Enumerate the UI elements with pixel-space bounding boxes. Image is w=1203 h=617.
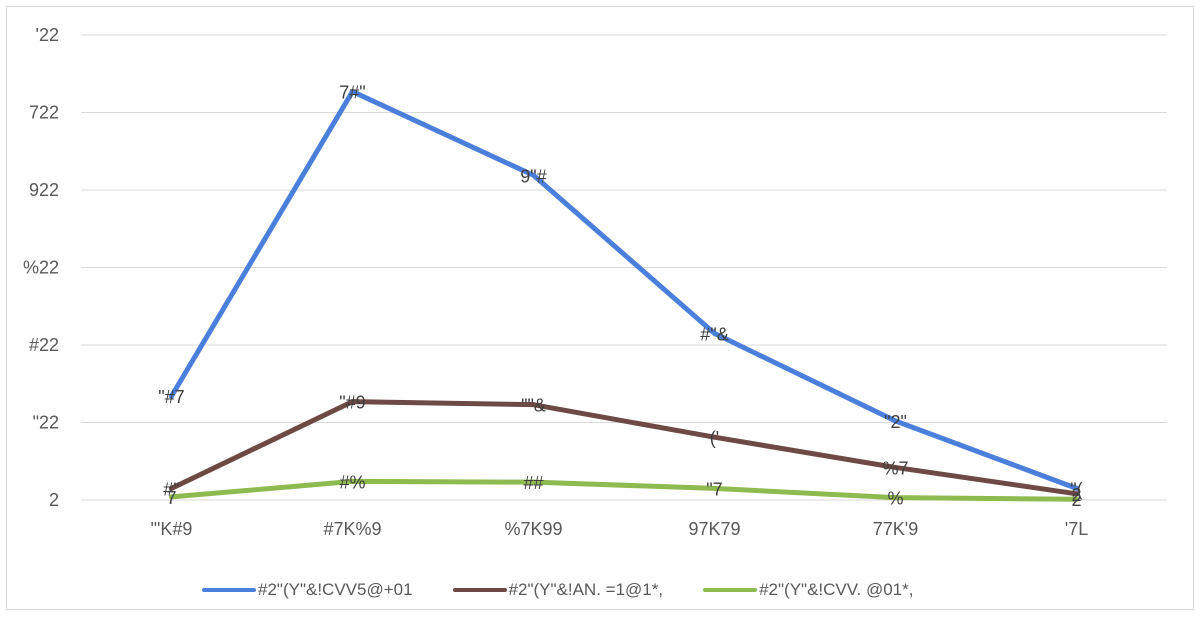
series-lines: [169, 89, 1079, 502]
data-label: 7: [166, 488, 176, 508]
y-tick-label: 722: [29, 103, 59, 123]
data-label: %7: [882, 458, 908, 478]
series-line-1: [169, 89, 1079, 491]
chart-frame: 2 "22 #22 %22 922 722'22 "'K#9 #7K%9 %7K99 97K79…: [6, 6, 1194, 610]
data-label: 9"#: [520, 166, 546, 186]
legend-label: #2"(Y"&!AN. =1@1*,: [508, 580, 664, 599]
x-tick-label: %7K99: [504, 519, 562, 539]
x-tick-label: "'K#9: [151, 519, 193, 539]
y-tick-label: "22: [33, 413, 59, 433]
y-tick-label: #22: [29, 335, 59, 355]
gridlines: [81, 34, 1167, 501]
legend-swatch: [452, 588, 507, 592]
x-axis-ticks: "'K#9 #7K%9 %7K99 97K79 77K'9 '7L: [151, 519, 1089, 539]
x-tick-label: 77K'9: [873, 519, 918, 539]
data-label: #%: [339, 472, 365, 492]
data-label: 2: [1071, 490, 1081, 510]
data-point: [893, 418, 898, 424]
data-label: "2": [884, 412, 907, 432]
data-label: %: [887, 489, 903, 509]
y-tick-label: 2: [49, 490, 59, 510]
legend-label: #2"(Y"&!CVV. @01*,: [759, 580, 914, 599]
data-point: [169, 393, 174, 399]
x-tick-label: 97K79: [688, 519, 740, 539]
data-label: ""&: [521, 396, 546, 416]
data-point: [1074, 491, 1079, 497]
data-point: [350, 478, 355, 484]
data-label: (': [710, 428, 719, 448]
data-point: [1074, 496, 1079, 502]
data-label: #": [163, 479, 179, 499]
data-point: [350, 399, 355, 405]
series-line-3: [169, 478, 1079, 502]
data-point: [531, 172, 536, 178]
y-tick-label: 922: [29, 180, 59, 200]
data-point: [169, 485, 174, 491]
y-axis-ticks: 2 "22 #22 %22 922 722 '22: [23, 25, 59, 510]
legend-item: #2"(Y"&!CVV. @01*,: [703, 580, 913, 600]
data-label: "#7: [158, 387, 184, 407]
data-point: [169, 494, 174, 500]
y-tick-label: '22: [36, 25, 59, 45]
data-label: 2: [1071, 485, 1081, 505]
data-label: ##: [523, 473, 543, 493]
legend-item: #2"(Y"&!AN. =1@1*,: [452, 580, 664, 600]
x-tick-label: '7L: [1065, 519, 1088, 539]
series-line-2: [169, 399, 1079, 497]
data-point: [350, 89, 355, 95]
y-tick-label: %22: [23, 258, 59, 278]
data-label: "#9: [339, 393, 365, 413]
legend-swatch: [703, 588, 758, 592]
data-label: "7: [706, 479, 722, 499]
data-label: 7#": [339, 83, 365, 103]
data-point: [531, 402, 536, 408]
data-point: [893, 464, 898, 470]
data-labels: "#7 7#" 9"# #"& "2" "( #" "#9 ""& (' %7 2 7 #% ## "7% 2: [158, 83, 1082, 511]
data-point: [531, 479, 536, 485]
data-point: [712, 434, 717, 440]
legend-label: #2"(Y"&!CVV5@+01: [258, 580, 413, 599]
data-point: [1074, 485, 1079, 491]
data-point: [712, 485, 717, 491]
legend: #2"(Y"&!CVV5@+01 #2"(Y"&!AN. =1@1*, #2"(Y"…: [202, 577, 913, 603]
data-point: [893, 495, 898, 501]
legend-item: #2"(Y"&!CVV5@+01: [202, 580, 413, 600]
x-tick-label: #7K%9: [323, 519, 381, 539]
data-label: "(: [1070, 479, 1082, 499]
data-point: [712, 330, 717, 336]
data-label: #"&: [700, 324, 728, 344]
legend-swatch: [202, 588, 256, 592]
